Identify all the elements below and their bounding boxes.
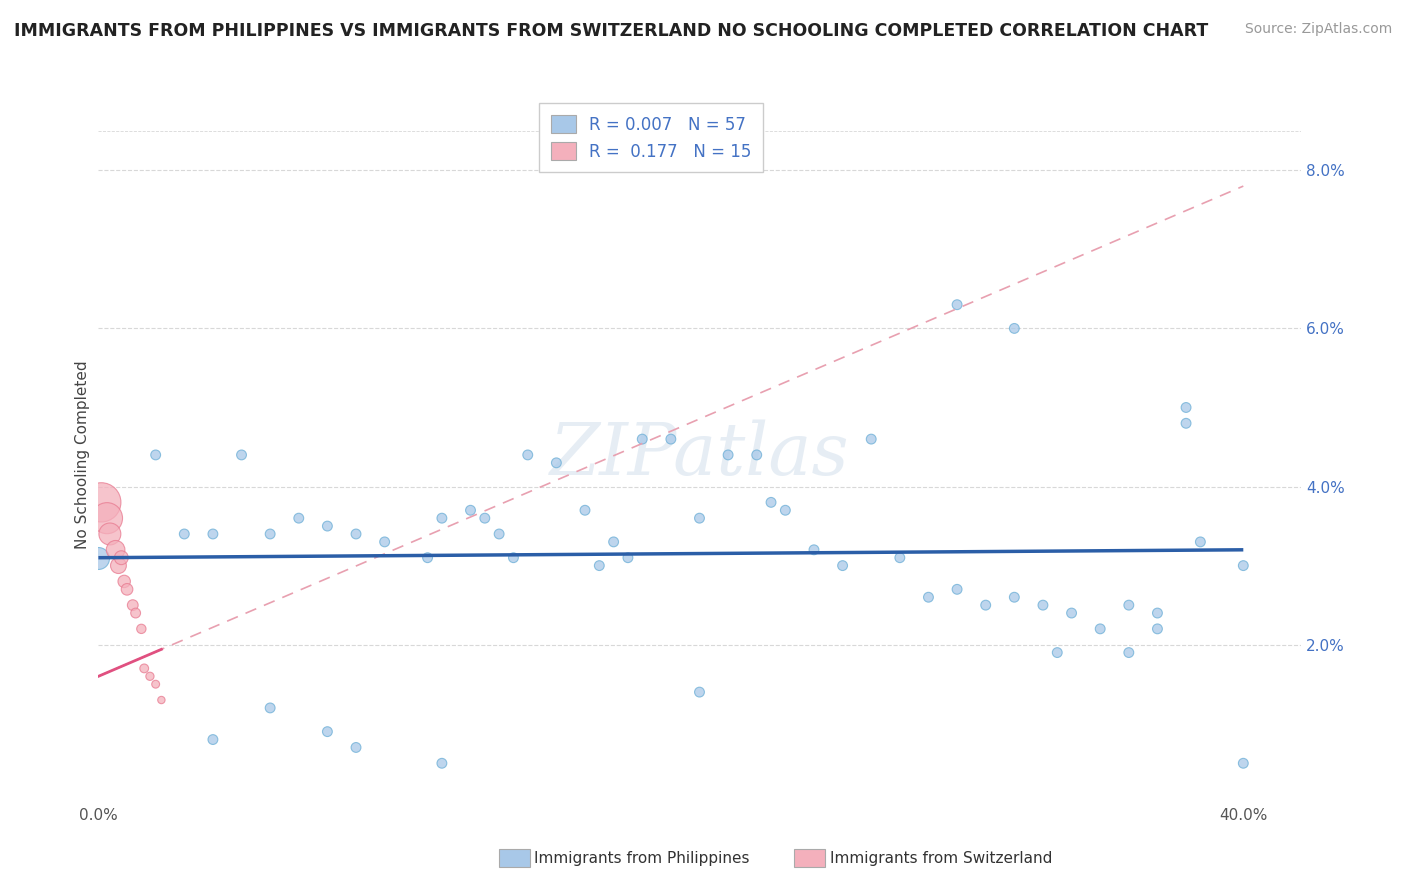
Point xyxy=(124,606,146,620)
Point xyxy=(488,527,510,541)
Point xyxy=(430,756,453,771)
Point xyxy=(104,542,127,557)
Point xyxy=(803,542,825,557)
Point xyxy=(1032,598,1054,612)
Point xyxy=(316,724,339,739)
Point xyxy=(659,432,682,446)
Point xyxy=(201,732,224,747)
Point xyxy=(287,511,309,525)
Point xyxy=(617,550,640,565)
Point xyxy=(121,598,143,612)
Point xyxy=(889,550,911,565)
Point xyxy=(430,511,453,525)
Point xyxy=(150,693,173,707)
Point xyxy=(759,495,782,509)
Point xyxy=(631,432,654,446)
Point xyxy=(145,677,167,691)
Point xyxy=(139,669,162,683)
Point xyxy=(1175,401,1198,415)
Point xyxy=(110,550,132,565)
Point xyxy=(516,448,538,462)
Point xyxy=(1002,591,1025,605)
Point xyxy=(98,527,121,541)
Point xyxy=(860,432,883,446)
Point xyxy=(87,550,110,565)
Point xyxy=(201,527,224,541)
Point xyxy=(1060,606,1083,620)
Point xyxy=(107,558,129,573)
Point xyxy=(1146,622,1168,636)
Point xyxy=(546,456,568,470)
Point xyxy=(946,582,969,597)
Point xyxy=(502,550,524,565)
Text: Immigrants from Philippines: Immigrants from Philippines xyxy=(534,851,749,865)
Y-axis label: No Schooling Completed: No Schooling Completed xyxy=(75,360,90,549)
Point xyxy=(946,298,969,312)
Point xyxy=(344,527,367,541)
Point xyxy=(173,527,195,541)
Point xyxy=(259,701,281,715)
Point xyxy=(145,448,167,462)
Point xyxy=(259,527,281,541)
Point xyxy=(231,448,253,462)
Point xyxy=(831,558,853,573)
Text: ZIPatlas: ZIPatlas xyxy=(550,419,849,491)
Legend: R = 0.007   N = 57, R =  0.177   N = 15: R = 0.007 N = 57, R = 0.177 N = 15 xyxy=(540,103,763,172)
Point xyxy=(96,511,118,525)
Point xyxy=(745,448,768,462)
Point xyxy=(374,534,396,549)
Point xyxy=(717,448,740,462)
Point xyxy=(588,558,610,573)
Point xyxy=(688,685,710,699)
Point xyxy=(416,550,439,565)
Point xyxy=(574,503,596,517)
Point xyxy=(1002,321,1025,335)
Point xyxy=(112,574,135,589)
Point xyxy=(344,740,367,755)
Point xyxy=(474,511,496,525)
Point xyxy=(1118,598,1140,612)
Point xyxy=(1189,534,1212,549)
Point xyxy=(917,591,939,605)
Point xyxy=(974,598,997,612)
Point xyxy=(775,503,797,517)
Point xyxy=(115,582,138,597)
Point xyxy=(131,622,153,636)
Point xyxy=(1175,417,1198,431)
Point xyxy=(1118,646,1140,660)
Point xyxy=(1088,622,1111,636)
Point xyxy=(134,661,156,675)
Point xyxy=(90,495,112,509)
Point xyxy=(460,503,482,517)
Point xyxy=(1232,756,1254,771)
Text: Immigrants from Switzerland: Immigrants from Switzerland xyxy=(830,851,1052,865)
Point xyxy=(1046,646,1069,660)
Point xyxy=(316,519,339,533)
Point xyxy=(1146,606,1168,620)
Point xyxy=(688,511,710,525)
Text: Source: ZipAtlas.com: Source: ZipAtlas.com xyxy=(1244,22,1392,37)
Point xyxy=(602,534,624,549)
Text: IMMIGRANTS FROM PHILIPPINES VS IMMIGRANTS FROM SWITZERLAND NO SCHOOLING COMPLETE: IMMIGRANTS FROM PHILIPPINES VS IMMIGRANT… xyxy=(14,22,1208,40)
Point xyxy=(1232,558,1254,573)
